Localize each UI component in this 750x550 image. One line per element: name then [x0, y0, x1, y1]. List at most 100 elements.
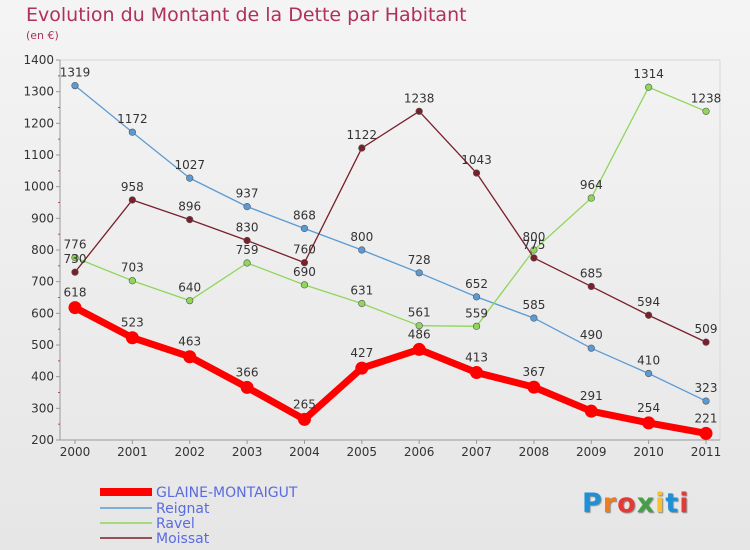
logo-letter: t [665, 488, 680, 519]
data-point [645, 311, 653, 319]
data-label: 775 [522, 238, 545, 252]
data-label: 830 [236, 221, 259, 235]
data-point [71, 268, 79, 276]
data-label: 366 [236, 365, 259, 379]
logo-letter: i [655, 488, 666, 519]
data-label: 800 [350, 230, 373, 244]
data-point [702, 107, 710, 115]
data-point [702, 338, 710, 346]
y-tick-label: 1200 [23, 116, 54, 130]
x-tick-label: 2004 [289, 445, 320, 459]
data-label: 585 [522, 298, 545, 312]
data-label: 413 [465, 351, 488, 365]
x-tick-label: 2005 [347, 445, 378, 459]
data-point [186, 297, 194, 305]
logo-letter: r [602, 488, 618, 519]
data-label: 463 [178, 335, 201, 349]
data-label: 896 [178, 200, 201, 214]
plot-area [59, 59, 721, 441]
data-label: 291 [580, 389, 603, 403]
data-label: 964 [580, 178, 603, 192]
data-label: 559 [465, 306, 488, 320]
legend-label: Ravel [156, 516, 195, 532]
data-point [355, 361, 369, 375]
data-label: 800 [522, 230, 545, 244]
data-point [412, 342, 426, 356]
data-point [415, 322, 423, 330]
data-point [71, 82, 79, 90]
data-label: 1172 [117, 112, 148, 126]
legend-label: Reignat [156, 501, 210, 517]
y-tick-label: 1300 [23, 85, 54, 99]
x-tick-label: 2000 [60, 445, 91, 459]
data-label: 1238 [691, 91, 722, 105]
data-point [530, 246, 538, 254]
y-tick-label: 300 [31, 401, 54, 415]
data-point [530, 314, 538, 322]
data-point [587, 344, 595, 352]
data-label: 776 [64, 238, 87, 252]
data-point [584, 404, 598, 418]
data-point [300, 259, 309, 267]
data-label: 323 [695, 381, 718, 395]
series-line-ravel [74, 86, 707, 327]
data-point [527, 380, 541, 394]
data-point [645, 369, 653, 378]
series-line-reignat [74, 85, 707, 402]
data-point [587, 194, 595, 202]
data-label: 594 [637, 295, 660, 309]
logo-letter: x [636, 488, 656, 519]
x-tick-label: 2002 [174, 445, 205, 459]
data-point [240, 380, 254, 394]
data-label: 1043 [461, 153, 492, 167]
legend-label: Moissat [156, 531, 210, 547]
data-label: 690 [293, 265, 316, 279]
data-point [186, 174, 194, 182]
data-label: 937 [236, 187, 259, 201]
data-point [128, 128, 136, 136]
data-label: 221 [695, 411, 718, 425]
data-label: 486 [408, 327, 431, 341]
y-tick-label: 600 [31, 306, 54, 320]
data-point [68, 301, 82, 315]
data-point [587, 282, 595, 291]
data-label: 367 [522, 365, 545, 379]
logo-letter: o [617, 488, 637, 519]
data-label: 509 [695, 322, 718, 336]
data-label: 728 [408, 253, 431, 267]
data-point [71, 254, 79, 262]
y-tick-label: 1400 [23, 53, 54, 67]
data-point [358, 144, 366, 152]
data-point [530, 254, 538, 262]
logo-letter: i [679, 488, 690, 519]
data-point [186, 216, 194, 224]
data-label: 868 [293, 208, 316, 222]
data-label: 759 [236, 243, 259, 257]
x-tick-label: 2011 [691, 445, 722, 459]
x-tick-label: 2001 [117, 445, 148, 459]
data-point [125, 331, 139, 345]
data-point [243, 259, 251, 267]
data-label: 958 [121, 180, 144, 194]
y-tick-label: 400 [31, 370, 54, 384]
data-point [183, 350, 197, 364]
data-label: 490 [580, 328, 603, 342]
data-label: 254 [637, 401, 660, 415]
data-label: 1319 [60, 66, 91, 80]
data-point [702, 397, 710, 405]
x-tick-label: 2003 [232, 445, 263, 459]
data-point [415, 107, 423, 115]
x-tick-label: 2006 [404, 445, 435, 459]
data-label: 1238 [404, 91, 435, 105]
data-label: 618 [64, 286, 87, 300]
series-line-moissat [74, 110, 707, 343]
data-point [642, 416, 656, 430]
data-label: 410 [637, 354, 660, 368]
data-point [472, 293, 481, 301]
data-point [415, 269, 423, 277]
data-label: 1027 [174, 158, 205, 172]
data-point [300, 224, 309, 233]
chart-title: Evolution du Montant de la Dette par Hab… [26, 4, 467, 26]
